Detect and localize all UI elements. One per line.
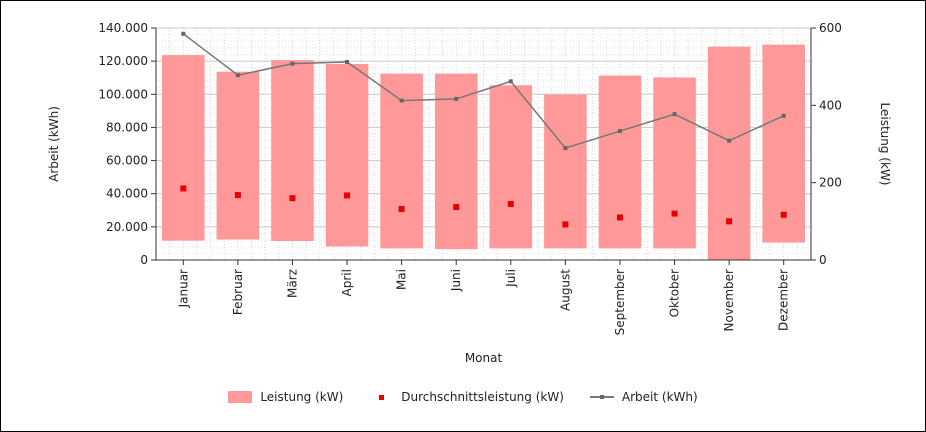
tick-label-right: 0: [819, 253, 827, 267]
tick-label-left: 120.000: [98, 54, 148, 68]
tick-label-x: März: [285, 269, 299, 298]
point-arbeit: [727, 138, 732, 143]
bar-leistung: [162, 55, 205, 241]
tick-label-x: September: [613, 269, 627, 335]
point-durchschnitt: [507, 200, 514, 207]
tick-label-x: November: [722, 269, 736, 331]
tick-label-left: 140.000: [98, 21, 148, 35]
tick-label-x: Januar: [176, 269, 190, 308]
point-arbeit: [345, 59, 350, 64]
point-durchschnitt: [780, 211, 787, 218]
tick-label-left: 20.000: [106, 220, 148, 234]
point-arbeit: [235, 73, 240, 78]
bar-leistung: [489, 85, 533, 249]
tick-label-left: 80.000: [106, 120, 148, 134]
point-durchschnitt: [180, 185, 187, 192]
legend-label-leistung: Leistung (kW): [260, 390, 344, 404]
tick-label-right: 600: [819, 21, 842, 35]
bar-leistung: [216, 71, 260, 240]
point-durchschnitt: [726, 218, 733, 225]
point-arbeit: [454, 96, 459, 101]
tick-label-x: Dezember: [777, 269, 791, 331]
bar-leistung: [707, 46, 751, 261]
point-durchschnitt: [344, 192, 351, 199]
point-durchschnitt: [289, 195, 296, 202]
legend-item-durchschnitt: Durchschnittsleistung (kW): [369, 390, 564, 404]
tick-label-x: Februar: [231, 269, 245, 315]
legend-label-durchschnitt: Durchschnittsleistung (kW): [401, 390, 564, 404]
axis-title-left: Arbeit (kWh): [47, 106, 61, 182]
point-arbeit: [672, 112, 677, 117]
legend-swatch-point: [369, 391, 393, 403]
tick-label-left: 0: [140, 253, 148, 267]
tick-label-x: Juli: [504, 269, 518, 288]
tick-label-right: 400: [819, 98, 842, 112]
tick-label-left: 100.000: [98, 87, 148, 101]
tick-label-right: 200: [819, 176, 842, 190]
tick-label-x: Oktober: [668, 269, 682, 317]
point-durchschnitt: [562, 221, 569, 228]
tick-label-x: April: [340, 269, 354, 296]
tick-label-left: 40.000: [106, 187, 148, 201]
point-arbeit: [563, 146, 568, 151]
legend-swatch-line: [589, 391, 614, 403]
point-arbeit: [290, 61, 295, 66]
point-arbeit: [617, 129, 622, 134]
point-arbeit: [181, 31, 186, 36]
point-arbeit: [508, 79, 513, 84]
legend-swatch-bar: [228, 391, 253, 403]
point-durchschnitt: [616, 214, 623, 221]
line-arbeit: [182, 33, 785, 150]
point-durchschnitt: [398, 205, 405, 212]
point-durchschnitt: [234, 192, 241, 199]
tick-label-x: Juni: [449, 269, 463, 292]
tick-label-x: Mai: [395, 269, 409, 290]
point-arbeit: [399, 98, 404, 103]
legend-label-arbeit: Arbeit (kWh): [621, 390, 698, 404]
legend-item-leistung: Leistung (kW): [228, 390, 343, 404]
legend: Leistung (kW) Durchschnittsleistung (kW)…: [1, 390, 925, 404]
bar-leistung: [653, 77, 696, 249]
point-durchschnitt: [671, 210, 678, 217]
bar-leistung: [434, 73, 478, 250]
bar-leistung: [762, 44, 805, 243]
bar-leistung: [380, 73, 423, 249]
point-arbeit: [781, 113, 786, 118]
axis-title-x: Monat: [465, 351, 503, 365]
tick-label-left: 60.000: [106, 154, 148, 168]
tick-label-x: August: [558, 269, 572, 311]
bar-leistung: [271, 60, 314, 242]
bar-leistung: [325, 63, 369, 247]
bar-leistung: [598, 75, 642, 249]
point-durchschnitt: [453, 204, 460, 211]
axis-title-right: Leistung (kW): [878, 103, 892, 186]
legend-item-arbeit: Arbeit (kWh): [589, 390, 698, 404]
